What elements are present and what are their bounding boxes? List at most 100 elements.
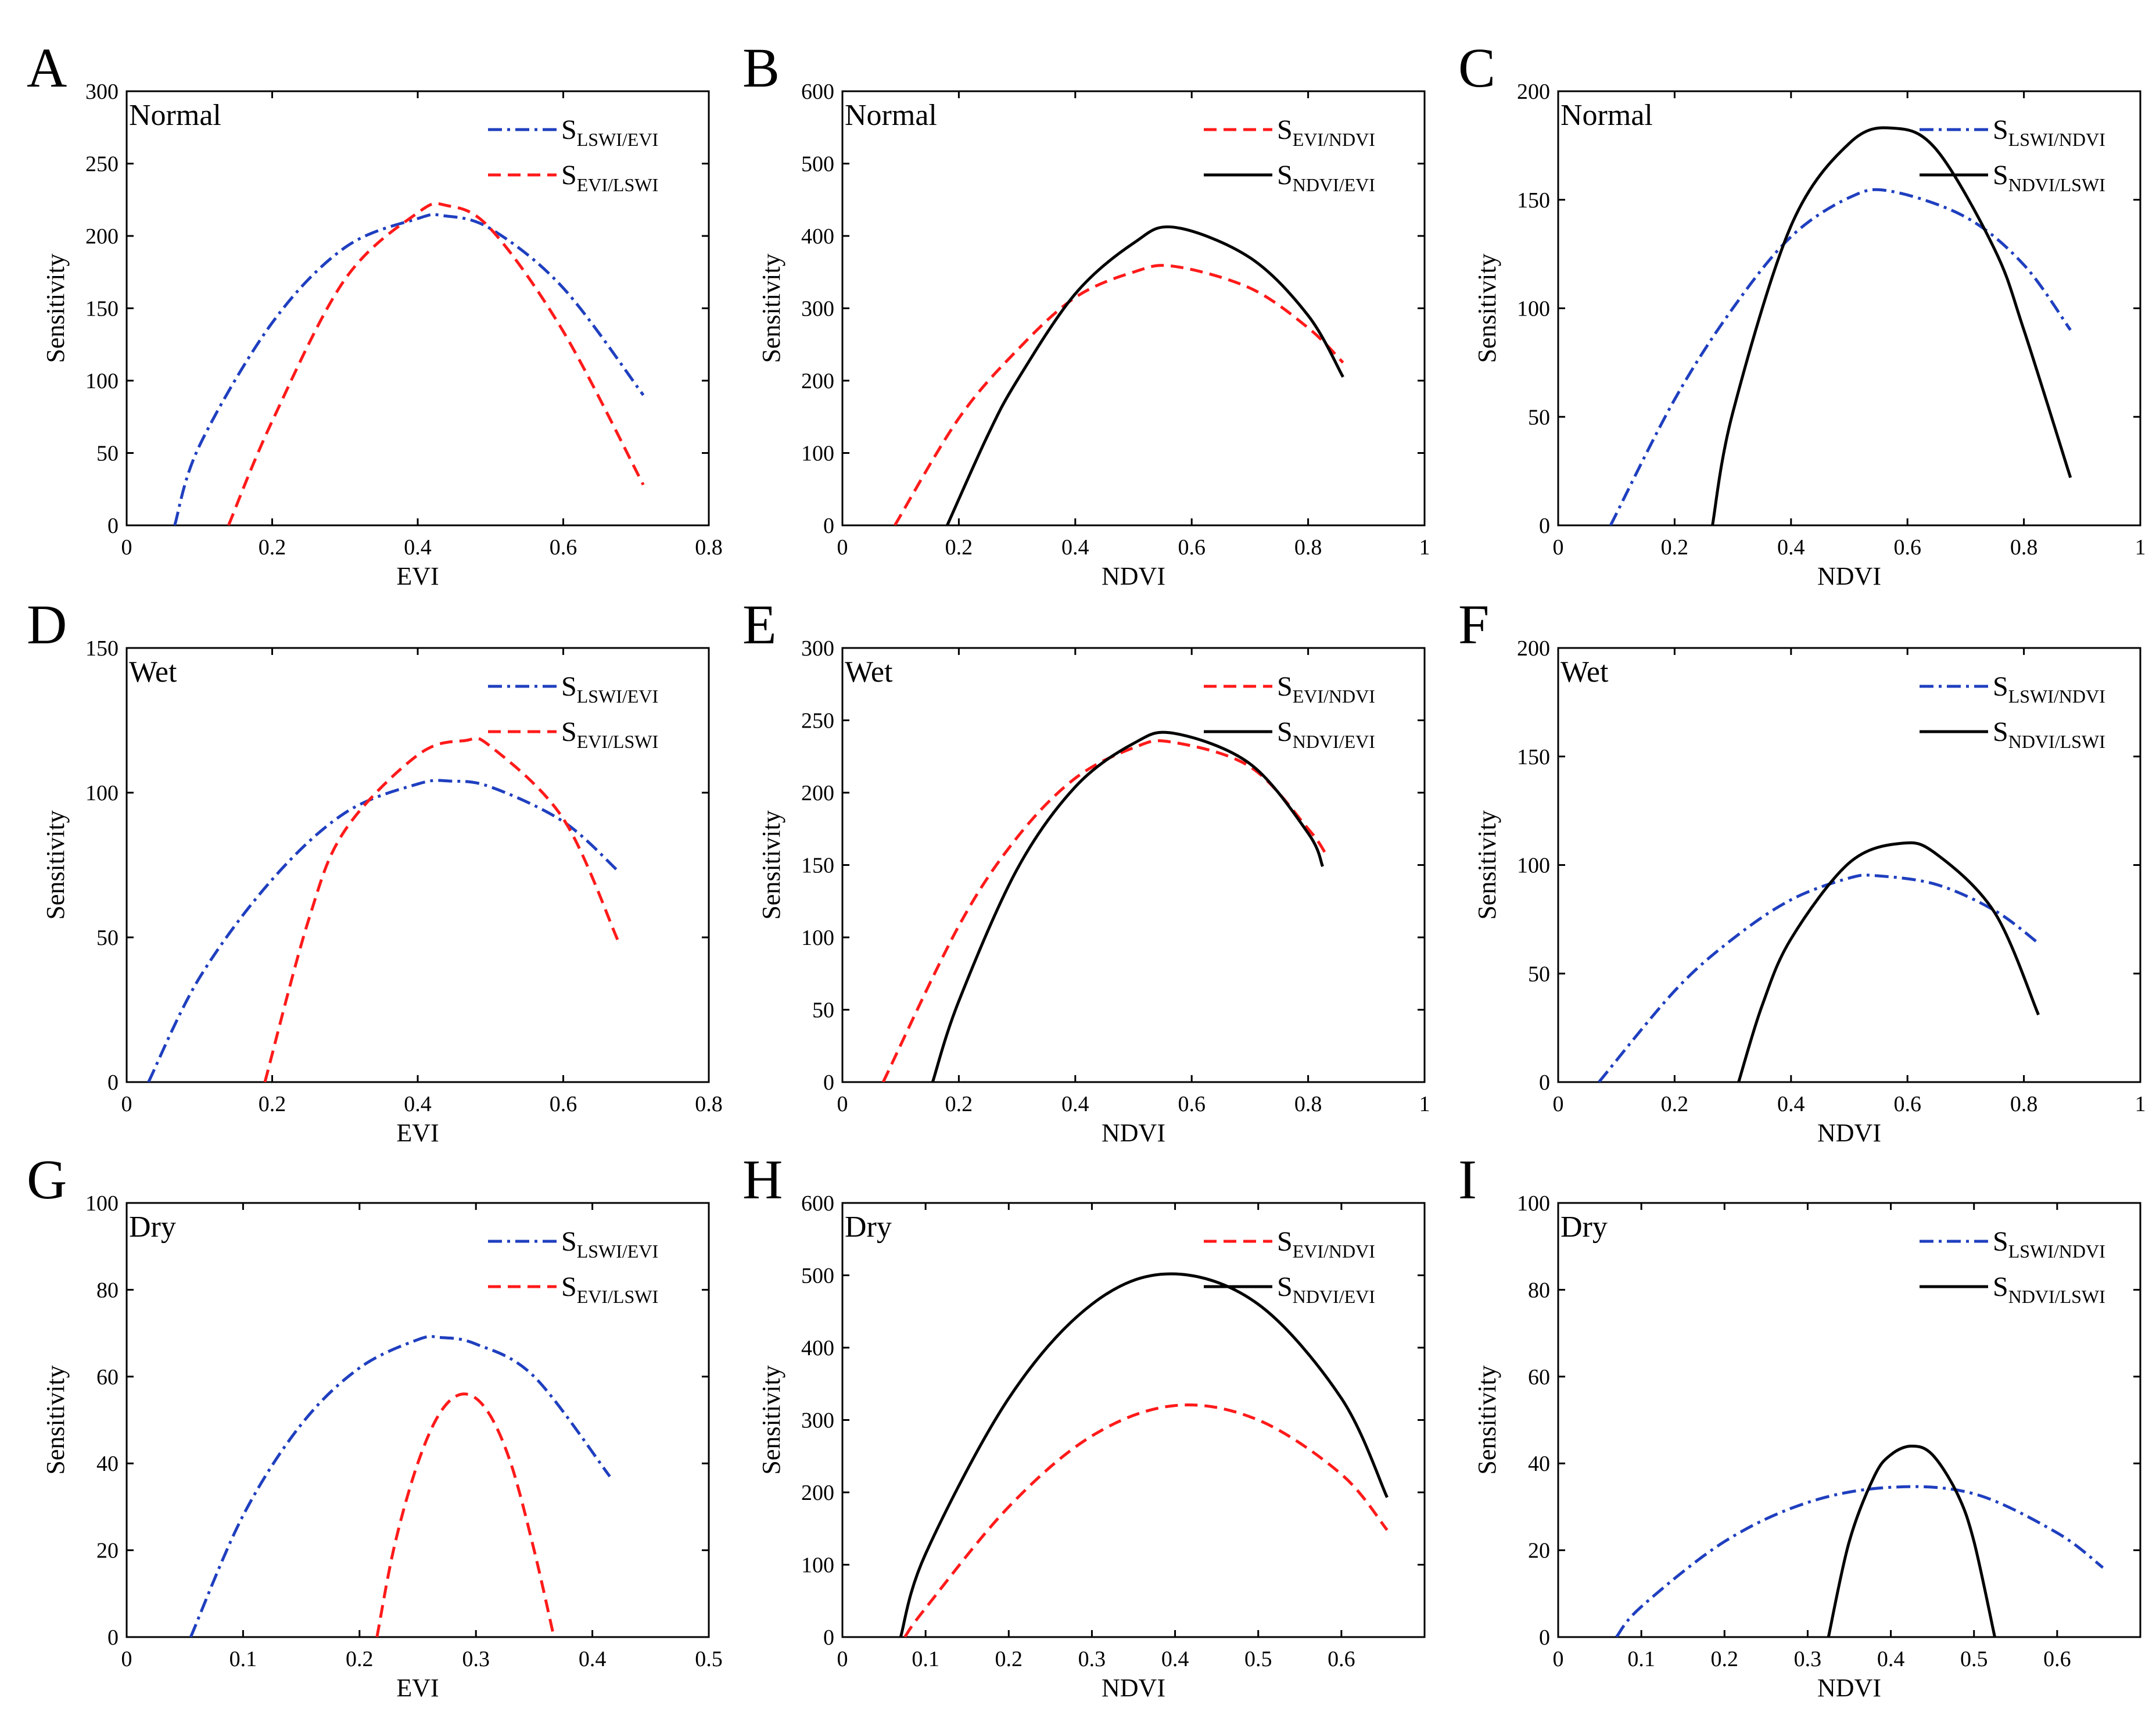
x-axis-label: EVI bbox=[396, 1674, 439, 1702]
legend-entry: SEVI/LSWI bbox=[561, 160, 658, 195]
y-tick-label: 150 bbox=[1517, 188, 1550, 213]
panel-letter: H bbox=[742, 1148, 783, 1211]
condition-label: Dry bbox=[129, 1211, 176, 1244]
panel-letter: B bbox=[742, 37, 780, 99]
panel-letter: F bbox=[1458, 593, 1489, 656]
plot-frame bbox=[841, 647, 1426, 1083]
x-tick-label: 0.1 bbox=[229, 1647, 257, 1671]
series-line-ndvi-evi bbox=[899, 1272, 1389, 1637]
y-tick-label: 200 bbox=[85, 224, 119, 249]
y-tick-label: 200 bbox=[801, 1481, 834, 1505]
plot-frame bbox=[841, 1202, 1426, 1638]
legend-entry: SLSWI/NDVI bbox=[1993, 114, 2105, 150]
y-tick-label: 100 bbox=[801, 926, 834, 950]
x-tick-label: 0.4 bbox=[404, 1092, 432, 1116]
x-tick-label: 0.4 bbox=[1161, 1647, 1189, 1671]
y-tick-label: 80 bbox=[96, 1278, 119, 1302]
plot-frame bbox=[841, 90, 1426, 527]
x-tick-label: 0.4 bbox=[579, 1647, 607, 1671]
y-tick-label: 200 bbox=[1517, 636, 1550, 661]
y-tick-label: 100 bbox=[1517, 854, 1550, 878]
y-tick-label: 0 bbox=[107, 1625, 119, 1650]
condition-label: Wet bbox=[845, 656, 893, 689]
legend-entry: SLSWI/NDVI bbox=[1993, 671, 2105, 707]
x-tick-label: 0.3 bbox=[462, 1647, 490, 1671]
condition-label: Wet bbox=[129, 656, 177, 689]
panel-d: 0 0.2 0.4 0.6 0.8 0 50 100 150 EVI Sensitivity D Wet… bbox=[27, 593, 723, 1147]
legend-entry: SEVI/LSWI bbox=[561, 717, 658, 752]
x-tick-label: 0.4 bbox=[1061, 1092, 1089, 1116]
y-tick-label: 100 bbox=[1517, 1191, 1550, 1216]
x-tick-label: 0.2 bbox=[1661, 1092, 1689, 1116]
x-axis-label: NDVI bbox=[1817, 1674, 1881, 1702]
y-tick-label: 0 bbox=[823, 1625, 834, 1650]
x-tick-label: 0.4 bbox=[1061, 535, 1089, 560]
legend-entry: SNDVI/EVI bbox=[1277, 160, 1375, 195]
legend-entry: SEVI/NDVI bbox=[1277, 1226, 1375, 1262]
series-line-evi-lswi bbox=[227, 202, 645, 525]
panel-e: 0 0.2 0.4 0.6 0.8 1 0 50 100 150 200 250 300 NDVI Sens… bbox=[742, 593, 1430, 1147]
x-tick-label: 0.4 bbox=[1777, 535, 1805, 560]
y-tick-label: 150 bbox=[85, 297, 119, 321]
panel-letter: C bbox=[1458, 37, 1495, 99]
x-tick-label: 0.2 bbox=[945, 1092, 973, 1116]
y-tick-label: 150 bbox=[1517, 745, 1550, 769]
legend-entry: SLSWI/EVI bbox=[561, 1226, 658, 1262]
y-tick-label: 600 bbox=[801, 80, 834, 104]
x-tick-label: 0.8 bbox=[695, 1092, 723, 1116]
x-tick-label: 0.8 bbox=[2010, 535, 2038, 560]
x-tick-label: 0.2 bbox=[995, 1647, 1023, 1671]
series-line-ndvi-lswi bbox=[1827, 1444, 1996, 1637]
panel-a: 0 0.2 0.4 0.6 0.8 0 50 100 150 200 250 300 EVI Sensit… bbox=[27, 37, 723, 590]
y-axis-label: Sensitivity bbox=[41, 1365, 70, 1474]
x-tick-label: 0.6 bbox=[2043, 1647, 2071, 1671]
panel-h: 0 0.1 0.2 0.3 0.4 0.5 0.6 0 100 200 300 400 500 600 ND… bbox=[742, 1148, 1426, 1702]
x-tick-label: 0.5 bbox=[1244, 1647, 1272, 1671]
y-tick-label: 300 bbox=[801, 297, 834, 321]
legend-entry: SEVI/NDVI bbox=[1277, 114, 1375, 150]
x-tick-label: 1 bbox=[1419, 1092, 1430, 1116]
legend-entry: SNDVI/EVI bbox=[1277, 1272, 1375, 1307]
legend-entry: SEVI/NDVI bbox=[1277, 671, 1375, 707]
y-tick-label: 0 bbox=[1539, 1070, 1550, 1095]
x-tick-label: 0.6 bbox=[550, 1092, 577, 1116]
y-tick-label: 40 bbox=[1528, 1452, 1550, 1476]
y-axis-label: Sensitivity bbox=[757, 253, 785, 363]
y-tick-label: 300 bbox=[801, 1409, 834, 1433]
series-line-ndvi-lswi bbox=[1711, 126, 2072, 525]
series-line-ndvi-lswi bbox=[1737, 841, 2040, 1082]
x-tick-label: 0 bbox=[121, 1647, 132, 1671]
series-line-evi-ndvi bbox=[894, 264, 1344, 525]
y-tick-label: 150 bbox=[85, 636, 119, 661]
y-tick-label: 50 bbox=[812, 998, 834, 1023]
y-tick-label: 20 bbox=[1528, 1539, 1550, 1563]
y-tick-label: 0 bbox=[107, 1070, 119, 1095]
y-tick-label: 0 bbox=[1539, 514, 1550, 538]
x-tick-label: 1 bbox=[2135, 535, 2146, 560]
y-tick-label: 0 bbox=[823, 514, 834, 538]
y-tick-label: 60 bbox=[1528, 1365, 1550, 1389]
x-tick-label: 0.6 bbox=[1178, 535, 1206, 560]
x-axis-label: EVI bbox=[396, 562, 439, 590]
x-tick-label: 0.6 bbox=[550, 535, 577, 560]
x-tick-label: 0.8 bbox=[1294, 1092, 1322, 1116]
x-tick-label: 0.5 bbox=[1960, 1647, 1988, 1671]
panel-letter: I bbox=[1458, 1148, 1477, 1211]
x-tick-label: 0 bbox=[837, 535, 848, 560]
x-tick-label: 0.6 bbox=[1893, 1092, 1921, 1116]
plot-frame bbox=[125, 1202, 710, 1638]
x-tick-label: 0.1 bbox=[912, 1647, 939, 1671]
x-tick-label: 0 bbox=[1553, 535, 1564, 560]
y-tick-label: 100 bbox=[85, 1191, 119, 1216]
y-tick-label: 100 bbox=[85, 369, 119, 393]
x-tick-label: 0.8 bbox=[1294, 535, 1322, 560]
x-tick-label: 0 bbox=[121, 535, 132, 560]
panel-c: 0 0.2 0.4 0.6 0.8 1 0 50 100 150 200 NDVI Sensitivit… bbox=[1458, 37, 2146, 590]
x-axis-label: NDVI bbox=[1817, 1119, 1881, 1147]
legend-entry: SNDVI/LSWI bbox=[1993, 717, 2105, 752]
panel-letter: E bbox=[742, 593, 777, 656]
x-axis-label: NDVI bbox=[1102, 562, 1165, 590]
panel-letter: A bbox=[27, 37, 67, 99]
x-axis-label: EVI bbox=[396, 1119, 439, 1147]
legend-entry: SNDVI/LSWI bbox=[1993, 1272, 2105, 1307]
